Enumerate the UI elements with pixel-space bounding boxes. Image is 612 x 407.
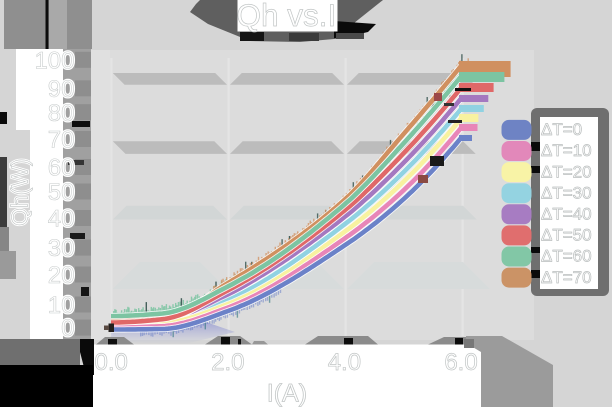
svg-text:50: 50 bbox=[48, 179, 75, 206]
svg-text:0.0: 0.0 bbox=[95, 349, 128, 376]
svg-text:100: 100 bbox=[34, 47, 74, 74]
svg-text:90: 90 bbox=[48, 76, 75, 103]
svg-text:70: 70 bbox=[48, 127, 75, 154]
svg-text:50: 50 bbox=[48, 179, 75, 206]
svg-text:ΔT=0: ΔT=0 bbox=[541, 120, 582, 139]
svg-text:6.0: 6.0 bbox=[444, 349, 477, 376]
svg-text:20: 20 bbox=[48, 262, 75, 289]
svg-text:4.0: 4.0 bbox=[328, 349, 361, 376]
svg-text:6.0: 6.0 bbox=[444, 349, 477, 376]
svg-text:80: 80 bbox=[48, 100, 75, 127]
svg-text:0: 0 bbox=[61, 315, 74, 342]
svg-text:0.0: 0.0 bbox=[95, 349, 128, 376]
svg-text:4.0: 4.0 bbox=[328, 349, 361, 376]
svg-text:ΔT=70: ΔT=70 bbox=[541, 268, 592, 287]
svg-text:ΔT=40: ΔT=40 bbox=[541, 205, 592, 224]
svg-text:100: 100 bbox=[34, 47, 74, 74]
svg-text:ΔT=60: ΔT=60 bbox=[541, 247, 592, 266]
svg-text:10: 10 bbox=[48, 292, 75, 319]
svg-text:ΔT=10: ΔT=10 bbox=[541, 141, 592, 160]
svg-text:0: 0 bbox=[61, 315, 74, 342]
svg-text:ΔT=30: ΔT=30 bbox=[541, 183, 592, 202]
svg-text:30: 30 bbox=[48, 235, 75, 262]
svg-text:30: 30 bbox=[48, 235, 75, 262]
svg-text:20: 20 bbox=[48, 262, 75, 289]
svg-text:Qh(W): Qh(W) bbox=[7, 158, 33, 226]
svg-text:10: 10 bbox=[48, 292, 75, 319]
svg-text:60: 60 bbox=[48, 155, 75, 182]
svg-text:2.0: 2.0 bbox=[211, 349, 244, 376]
svg-text:40: 40 bbox=[48, 206, 75, 233]
svg-text:ΔT=20: ΔT=20 bbox=[541, 162, 592, 181]
svg-text:90: 90 bbox=[48, 76, 75, 103]
svg-text:2.0: 2.0 bbox=[211, 349, 244, 376]
svg-text:60: 60 bbox=[48, 155, 75, 182]
svg-text:80: 80 bbox=[48, 100, 75, 127]
svg-text:I(A): I(A) bbox=[267, 380, 307, 407]
svg-text:ΔT=50: ΔT=50 bbox=[541, 226, 592, 245]
svg-text:Qh vs.I: Qh vs.I bbox=[237, 0, 337, 33]
svg-text:Qh(W): Qh(W) bbox=[7, 158, 33, 226]
svg-text:40: 40 bbox=[48, 206, 75, 233]
svg-text:70: 70 bbox=[48, 127, 75, 154]
